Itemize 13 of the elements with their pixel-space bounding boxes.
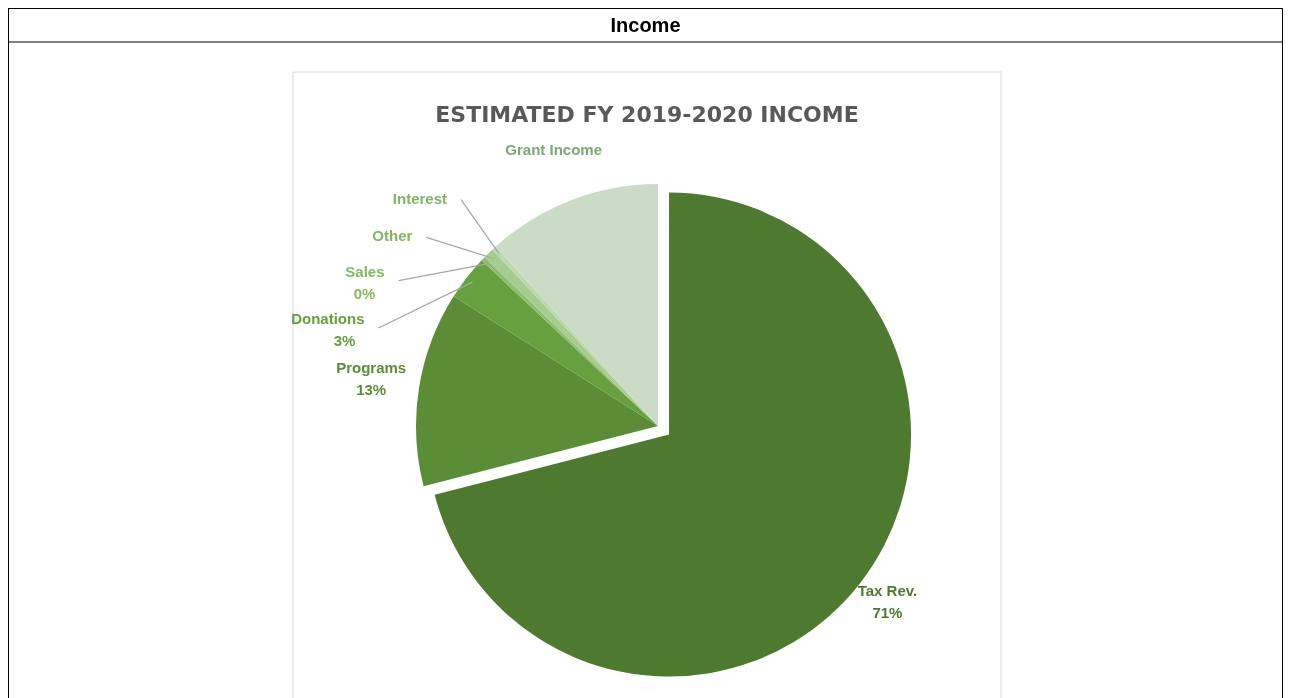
- chart-subtitle: ESTIMATED FY 2019-2020 INCOME: [435, 102, 859, 127]
- data-label: 0%: [353, 284, 376, 302]
- chart-title: Income: [610, 14, 681, 36]
- slice-label: Programs: [336, 358, 407, 376]
- data-label: 13%: [356, 380, 387, 398]
- data-label: 71%: [872, 603, 903, 621]
- slice-label: Interest: [392, 189, 448, 207]
- slice-label: Donations: [291, 309, 365, 327]
- slice-label: Sales: [345, 262, 385, 280]
- data-label: 3%: [333, 331, 356, 349]
- slice-label: Other: [372, 227, 413, 245]
- slice-label: Grant Income: [505, 141, 602, 158]
- slice-label: Tax Rev.: [857, 581, 918, 599]
